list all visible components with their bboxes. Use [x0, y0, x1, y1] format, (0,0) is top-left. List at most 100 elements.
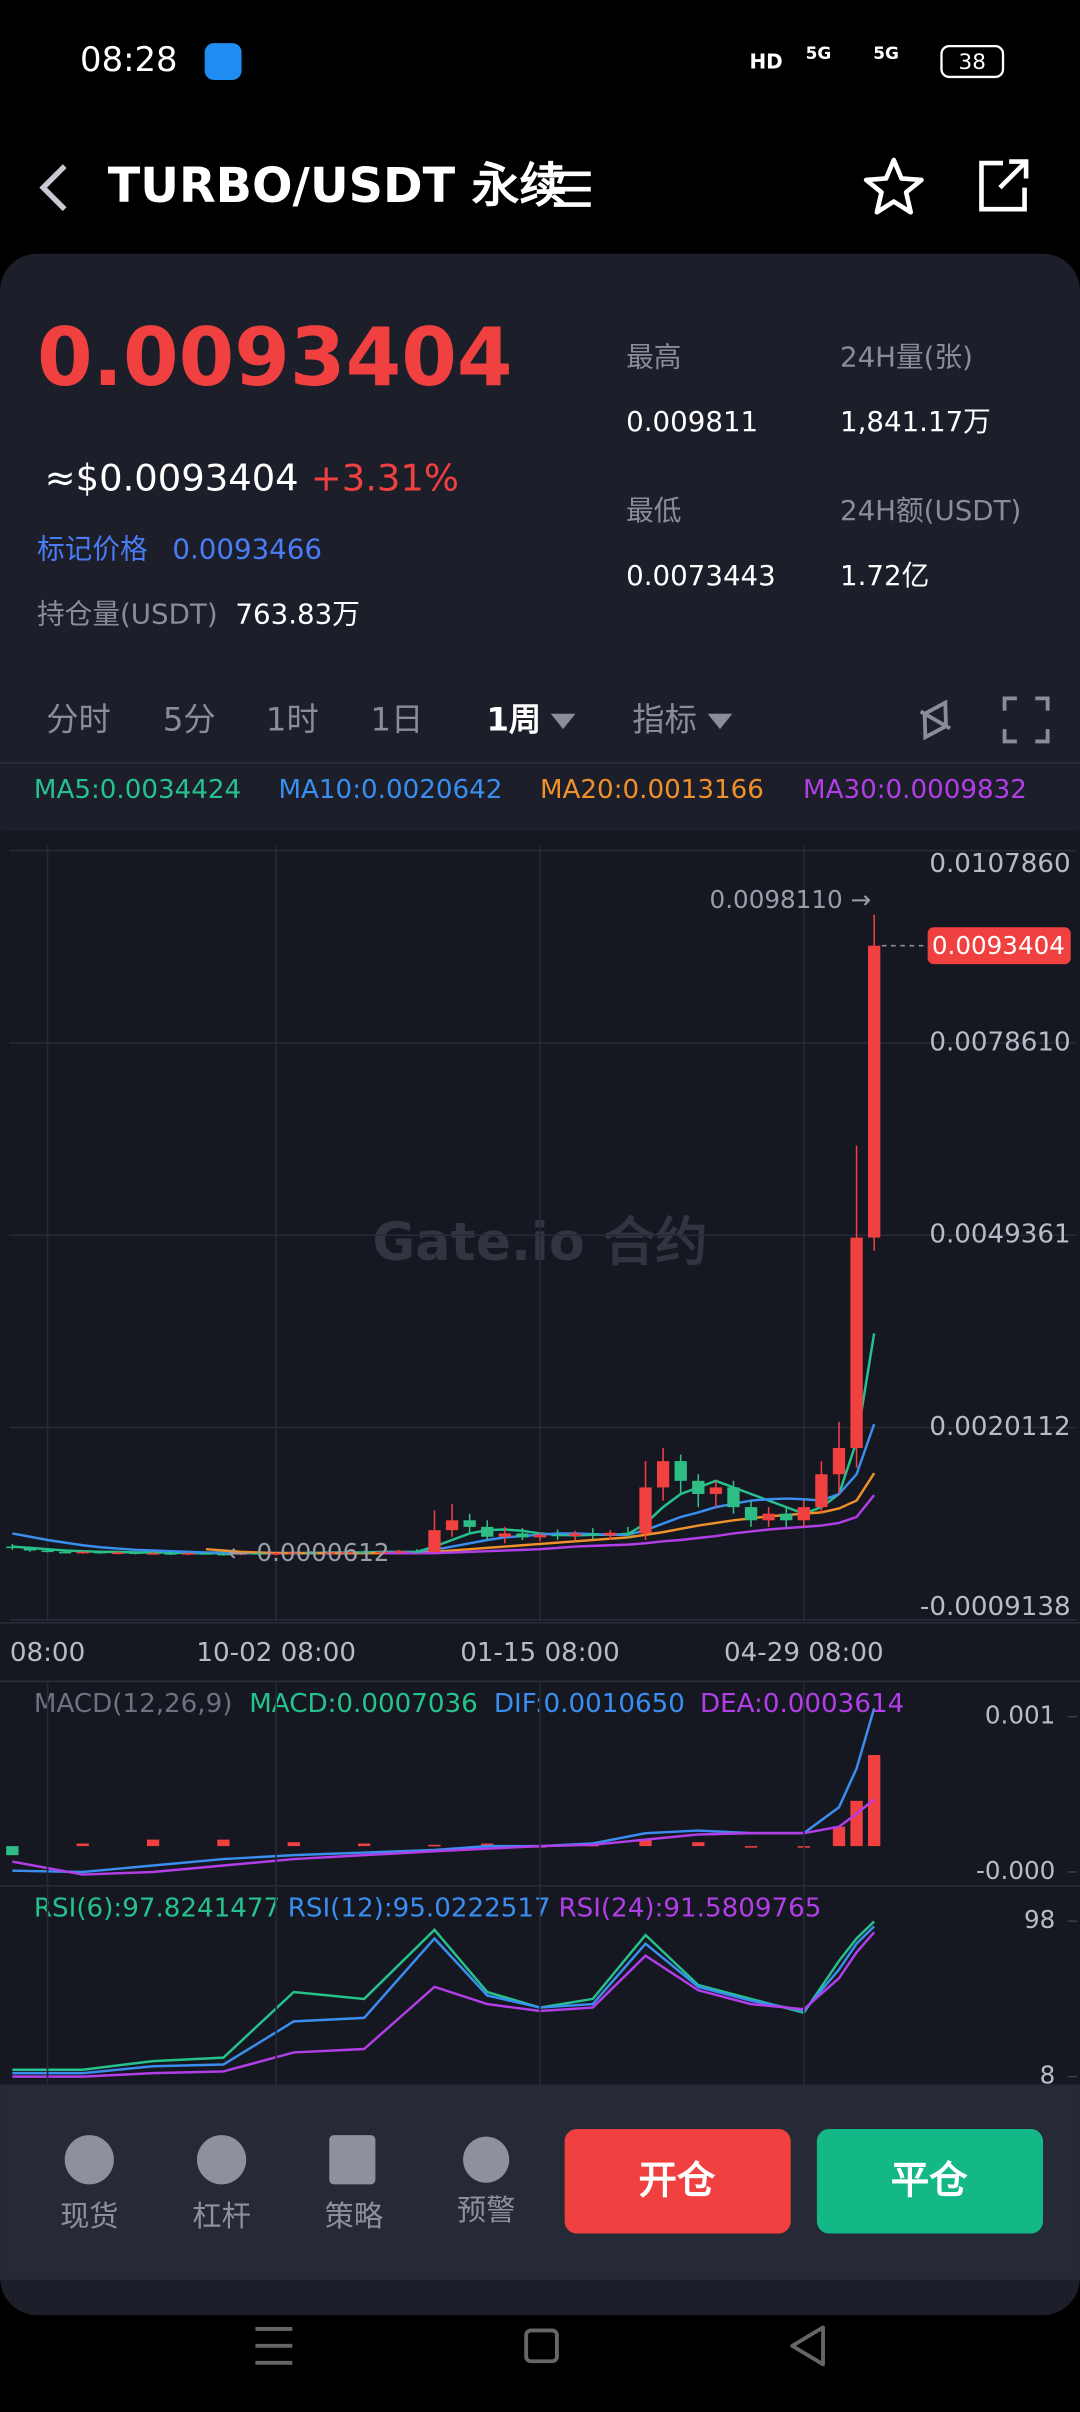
candle-body	[674, 1461, 687, 1481]
stat-label: 最低	[626, 494, 681, 527]
menu-icon[interactable]	[553, 171, 591, 207]
tab[interactable]: 5分	[163, 700, 216, 738]
y-tick-label: 0.0078610	[929, 1027, 1070, 1057]
macd-bar	[850, 1800, 863, 1847]
last-price-label: 0.0093404	[932, 931, 1065, 960]
home-key[interactable]	[524, 2328, 559, 2364]
y-tick-label: 0.0107860	[929, 849, 1070, 879]
nav-label[interactable]: 杠杆	[192, 2199, 250, 2233]
macd-bar	[692, 1842, 705, 1847]
open-interest: 763.83万	[235, 597, 360, 630]
hd-icon: HD	[749, 50, 782, 74]
legend-item: MACD:0.0007036	[249, 1689, 478, 1719]
stat-value: 1,841.17万	[840, 405, 991, 438]
stat-label: 24H额(USDT)	[840, 494, 1021, 527]
battery-level: 38	[959, 50, 986, 75]
tab[interactable]: 1时	[266, 700, 319, 738]
time: 08:28	[80, 40, 178, 79]
nav-label[interactable]: 现货	[60, 2199, 118, 2233]
candle-body	[498, 1533, 511, 1537]
candle-body	[6, 1546, 19, 1549]
candle-body	[94, 1551, 107, 1554]
strategy-icon[interactable]	[329, 2135, 376, 2185]
tab[interactable]: 分时	[46, 700, 111, 738]
x-tick-label: 01-15 08:00	[460, 1638, 620, 1668]
candle-body	[146, 1553, 160, 1555]
stat-label: 24H量(张)	[840, 340, 973, 373]
open-button[interactable]	[564, 2128, 791, 2234]
menu-key[interactable]	[255, 2327, 293, 2365]
last-price-tag	[927, 927, 1071, 965]
y-tick-label: 0.0049361	[929, 1220, 1070, 1250]
candle-body	[604, 1532, 617, 1536]
ma-line	[381, 1494, 876, 1555]
favorite-button[interactable]	[863, 157, 924, 215]
x-tick-label: 10-02 08:00	[196, 1638, 356, 1668]
candle-body	[621, 1532, 635, 1535]
candle-body	[340, 1551, 353, 1554]
macd-bar	[639, 1839, 652, 1847]
tab-active[interactable]: 1周	[486, 700, 541, 738]
nav-label[interactable]: 策略	[325, 2199, 383, 2233]
candle-body	[639, 1487, 652, 1534]
macd-bar	[832, 1826, 846, 1847]
candle-body	[41, 1550, 54, 1553]
low-annotation: ← 0.0000612	[228, 1538, 390, 1567]
usd-price: ≈$0.0093404	[45, 456, 299, 499]
spot-icon[interactable]	[64, 2135, 114, 2185]
share-button[interactable]	[979, 159, 1029, 212]
candle-body	[410, 1551, 424, 1553]
high-annotation: 0.0098110 →	[710, 885, 872, 914]
candle-body	[217, 1553, 230, 1556]
dropdown	[550, 713, 576, 730]
candle-body	[533, 1534, 547, 1538]
tab[interactable]: 1日	[371, 700, 424, 738]
close-button[interactable]	[816, 2128, 1044, 2234]
candle-body	[393, 1551, 406, 1553]
alert-icon[interactable]	[463, 2136, 510, 2183]
macd-bar	[357, 1843, 371, 1847]
candle-body	[727, 1487, 740, 1508]
nav-label[interactable]: 预警	[457, 2193, 515, 2227]
app-icon	[204, 43, 242, 80]
y-tick-label: 8	[1040, 2061, 1056, 2090]
candle-body	[129, 1552, 142, 1555]
back-button[interactable]	[39, 164, 67, 212]
close-button-label[interactable]: 平仓	[891, 2158, 968, 2203]
macd-bar	[481, 1843, 494, 1847]
tab[interactable]: 指标	[632, 700, 697, 738]
candle-body	[586, 1533, 599, 1536]
legend-item: MA20:0.0013166	[540, 775, 764, 805]
legend-item: DIF:0.0010650	[494, 1689, 685, 1719]
fullscreen-button[interactable]	[1002, 696, 1050, 744]
candle-body	[322, 1552, 336, 1555]
settings-button[interactable]	[911, 694, 960, 746]
indicator-title: MACD(12,26,9)	[34, 1689, 233, 1719]
macd-bar	[146, 1839, 160, 1847]
macd-bar	[217, 1839, 230, 1847]
candle-body	[164, 1553, 177, 1555]
candle-body	[551, 1534, 564, 1537]
candle-body	[428, 1530, 441, 1552]
y-tick-label: 0.001	[985, 1701, 1055, 1730]
stat-label: 最高	[626, 340, 681, 373]
candle-body	[850, 1237, 863, 1448]
back-key[interactable]	[790, 2325, 825, 2367]
margin-icon[interactable]	[196, 2135, 247, 2185]
candle-body	[815, 1474, 828, 1508]
candle-body	[656, 1461, 670, 1488]
network: 5G	[806, 43, 832, 63]
candle-body	[23, 1547, 37, 1551]
pair-title: TURBO/USDT 永续	[108, 159, 567, 214]
y-tick-label: 98	[1024, 1905, 1055, 1934]
mark-price: 0.0093466	[172, 533, 322, 566]
legend-item: MA30:0.0009832	[803, 775, 1027, 805]
legend-item: MA10:0.0020642	[278, 775, 502, 805]
candle-body	[234, 1553, 248, 1555]
open-button-label[interactable]: 开仓	[638, 2158, 715, 2203]
legend-item: DEA:0.0003614	[700, 1689, 904, 1719]
mark-price-label: 标记价格	[37, 533, 148, 566]
macd-bar	[428, 1844, 441, 1847]
